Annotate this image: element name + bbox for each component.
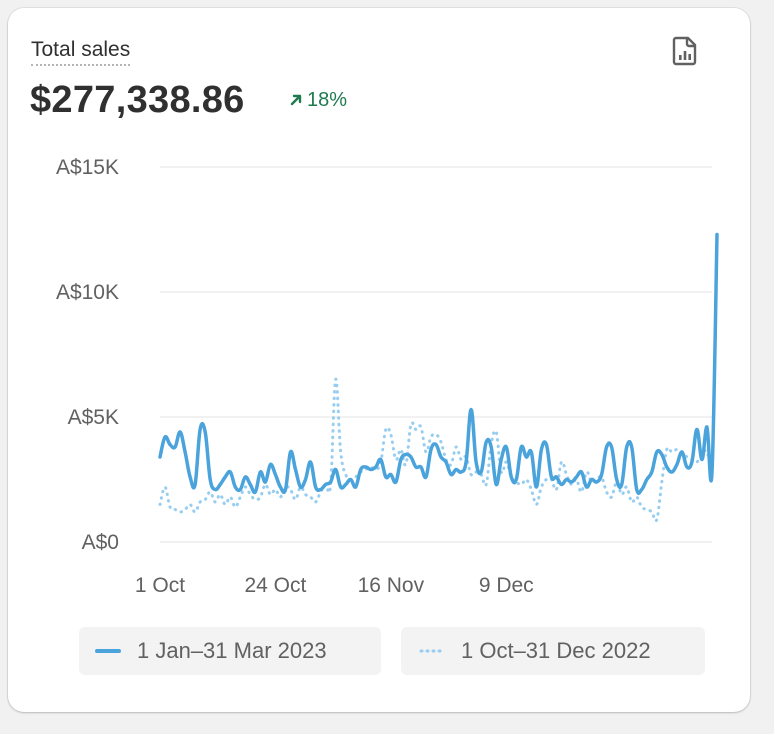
legend-label-current: 1 Jan–31 Mar 2023 [137,638,327,663]
dotted-line-swatch [419,649,445,653]
chart-gridlines [160,166,712,543]
x-tick-label: 16 Nov [358,574,425,597]
total-sales-card [8,8,750,712]
sales-line-chart[interactable]: A$15K A$10K A$5K A$0 1 Oct 24 Oct 16 Nov 9 Dec [0,0,774,620]
x-tick-label: 24 Oct [244,574,306,597]
legend-label-previous: 1 Oct–31 Dec 2022 [461,638,651,663]
y-axis-ticks: A$15K A$10K A$5K A$0 [56,156,119,554]
card-title[interactable]: Total sales [31,38,131,66]
solid-line-swatch [95,649,121,653]
y-tick-label: A$5K [68,406,119,429]
x-tick-label: 1 Oct [135,574,185,597]
chart-series [158,232,719,523]
legend-item-previous-period[interactable]: 1 Oct–31 Dec 2022 [401,627,705,675]
y-tick-label: A$10K [56,281,119,304]
y-tick-label: A$15K [56,156,119,179]
x-tick-label: 9 Dec [479,574,534,597]
series-line-current-period [158,232,719,496]
arrow-up-right-icon [290,94,302,106]
legend-item-current-period[interactable]: 1 Jan–31 Mar 2023 [79,627,381,675]
x-axis-ticks: 1 Oct 24 Oct 16 Nov 9 Dec [135,574,534,597]
series-line-previous-period [158,377,714,523]
file-chart-icon [672,36,697,66]
sales-change-badge: 18% [288,88,347,112]
total-sales-value: $277,338.86 [30,79,245,121]
y-tick-label: A$0 [82,531,119,554]
view-report-button[interactable] [668,34,702,68]
sales-change-percent: 18% [307,89,348,111]
